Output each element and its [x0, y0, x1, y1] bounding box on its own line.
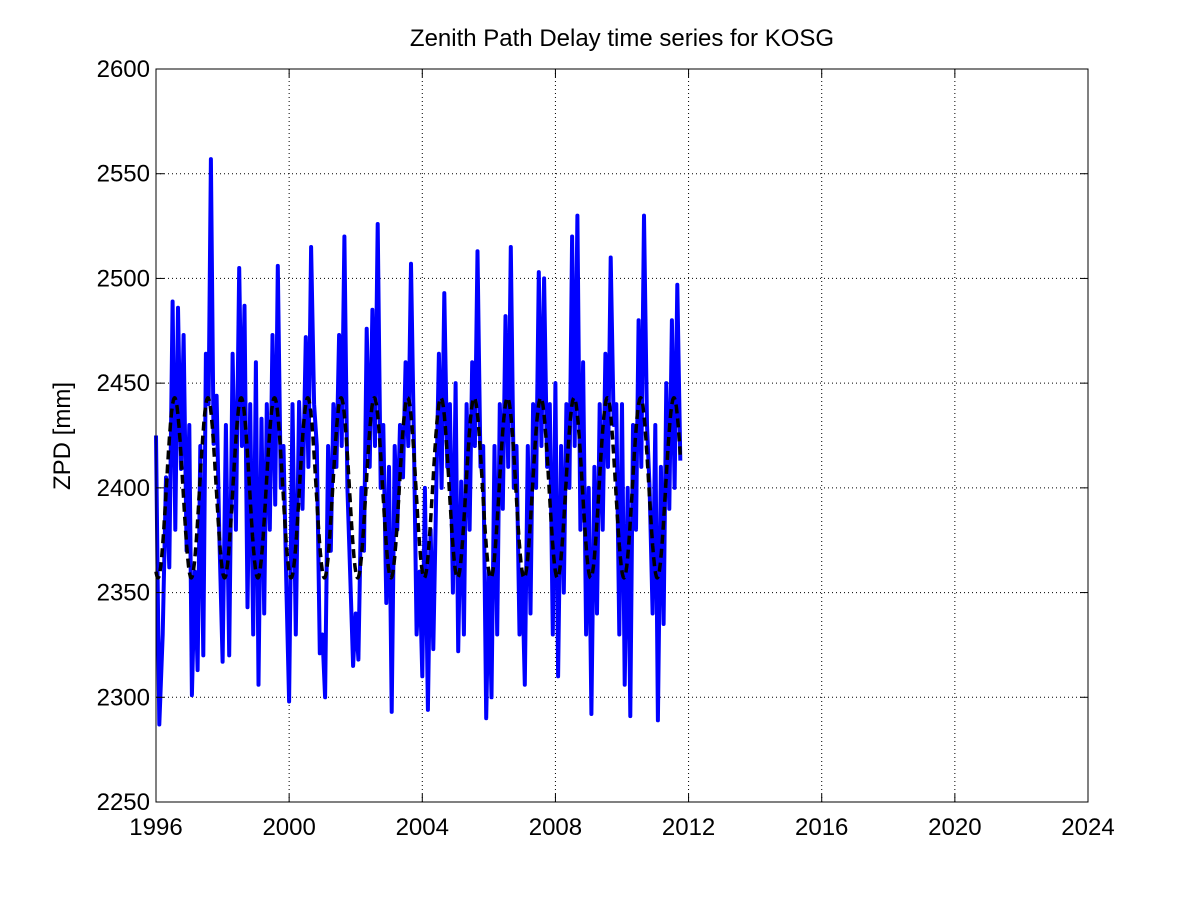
x-tick-label: 2004 — [396, 814, 449, 841]
x-tick-label: 2012 — [662, 814, 715, 841]
grid — [156, 69, 1088, 802]
series-layer — [154, 157, 683, 727]
y-tick-label: 2500 — [97, 265, 150, 292]
y-tick-labels: 2250 2300 2350 2400 2450 2500 2550 2600 — [97, 56, 150, 816]
ticks — [155, 68, 1089, 803]
series-line-fit — [154, 396, 682, 580]
y-tick-label: 2550 — [97, 161, 150, 188]
chart-title: Zenith Path Delay time series for KOSG — [410, 25, 834, 52]
x-tick-label: 2000 — [262, 814, 315, 841]
x-tick-labels: 1996 2000 2004 2008 2012 2016 2020 2024 — [129, 814, 1114, 841]
series-line-zpd — [154, 157, 683, 727]
y-axis-label: ZPD [mm] — [49, 382, 76, 490]
y-tick-label: 2400 — [97, 475, 150, 502]
y-tick-label: 2300 — [97, 684, 150, 711]
plot-frame — [155, 68, 1089, 803]
y-tick-label: 2600 — [97, 56, 150, 83]
x-tick-label: 2016 — [795, 814, 848, 841]
x-tick-label: 2008 — [529, 814, 582, 841]
x-tick-label: 2024 — [1061, 814, 1114, 841]
y-tick-label: 2450 — [97, 370, 150, 397]
y-tick-label: 2350 — [97, 580, 150, 607]
x-tick-label: 1996 — [129, 814, 182, 841]
x-tick-label: 2020 — [928, 814, 981, 841]
y-tick-label: 2250 — [97, 789, 150, 816]
